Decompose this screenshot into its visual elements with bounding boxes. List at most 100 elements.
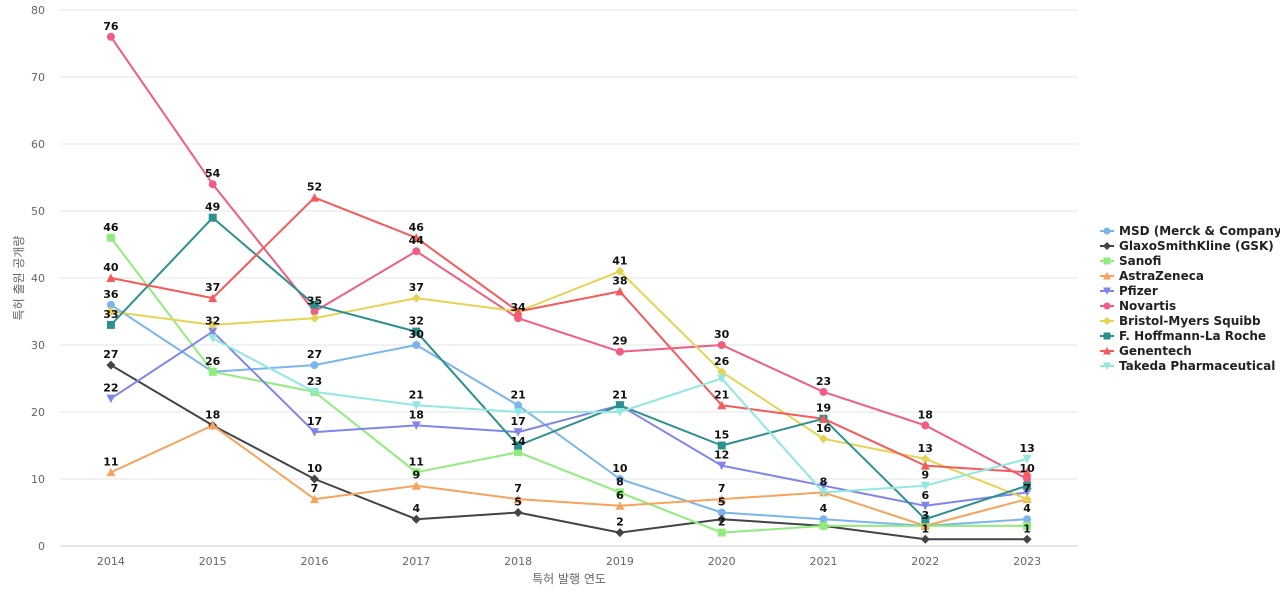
data-point (208, 293, 218, 303)
x-tick-label: 2021 (810, 555, 838, 568)
legend-item[interactable]: Sanofi (1100, 254, 1161, 268)
legend-marker (1103, 242, 1111, 250)
data-point (310, 387, 319, 397)
data-label: 17 (510, 415, 525, 428)
data-point (513, 508, 523, 517)
series-line-4 (110, 330, 1028, 507)
series-line-3 (110, 424, 1028, 527)
data-point (1023, 475, 1032, 483)
data-label: 10 (307, 462, 323, 475)
data-label: 8 (820, 475, 828, 488)
series-line-6 (110, 270, 1028, 501)
legend-marker (1103, 257, 1111, 265)
data-point (106, 394, 116, 404)
data-point (513, 307, 523, 316)
y-tick-label: 10 (31, 473, 45, 486)
data-label: 22 (103, 382, 118, 395)
data-label: 7 (1023, 482, 1031, 495)
legend-item[interactable]: Takeda Pharmaceutical (1100, 359, 1275, 373)
data-point (310, 300, 319, 309)
legend-label: AstraZeneca (1119, 269, 1204, 283)
data-point (412, 341, 421, 349)
legend-marker (1103, 287, 1111, 295)
legend-label: Genentech (1119, 344, 1192, 358)
legend-label: Takeda Pharmaceutical (1119, 359, 1275, 373)
data-point (208, 320, 218, 330)
legend-item[interactable]: Novartis (1100, 299, 1176, 313)
data-label: 35 (307, 295, 322, 308)
data-label: 11 (409, 455, 424, 468)
data-label: 38 (612, 274, 627, 287)
x-tick-label: 2023 (1013, 555, 1041, 568)
data-point (1022, 488, 1032, 497)
data-point (819, 434, 828, 444)
data-point (1022, 467, 1032, 477)
x-tick-label: 2017 (402, 555, 430, 568)
data-point (513, 408, 523, 417)
data-label: 34 (510, 301, 526, 314)
legend-item[interactable]: Genentech (1100, 344, 1192, 358)
data-label: 76 (103, 20, 119, 33)
data-point (1022, 454, 1032, 464)
data-label: 52 (307, 181, 322, 194)
series-markers (106, 32, 1032, 544)
data-point (717, 461, 727, 471)
data-point (106, 307, 116, 316)
data-label: 37 (205, 281, 220, 294)
legend-item[interactable]: F. Hoffmann-La Roche (1100, 329, 1266, 343)
data-label: 26 (714, 355, 730, 368)
legend-label: Novartis (1119, 299, 1176, 313)
legend-label: MSD (Merck & Company) (1119, 224, 1280, 238)
data-point (615, 266, 625, 276)
data-point (514, 401, 523, 410)
data-label: 7 (311, 482, 319, 495)
data-label: 21 (714, 388, 729, 401)
data-label: 30 (714, 328, 730, 341)
legend-item[interactable]: Bristol-Myers Squibb (1100, 314, 1261, 328)
legend-label: F. Hoffmann-La Roche (1119, 329, 1266, 343)
x-tick-label: 2016 (301, 555, 329, 568)
legend-label: Bristol-Myers Squibb (1119, 314, 1261, 328)
data-label: 18 (409, 408, 424, 421)
x-axis-title: 특허 발행 연도 (532, 571, 606, 586)
y-tick-label: 80 (31, 4, 45, 17)
data-label: 23 (307, 375, 322, 388)
y-axis-title: 특허 출원 공개량 (12, 236, 26, 321)
data-point (412, 327, 421, 336)
data-point (717, 341, 726, 349)
data-label: 19 (816, 402, 831, 415)
data-label: 32 (409, 315, 424, 328)
data-point (310, 313, 319, 323)
series-line-8 (110, 196, 1028, 474)
data-point (106, 360, 116, 370)
y-tick-label: 70 (31, 71, 45, 84)
data-label: 11 (103, 455, 118, 468)
data-point (819, 387, 828, 396)
data-point (1022, 534, 1032, 544)
data-point (920, 521, 930, 530)
data-point (411, 421, 421, 430)
data-label: 13 (918, 442, 933, 455)
data-label: 21 (612, 388, 627, 401)
data-label: 21 (510, 388, 525, 401)
data-point (310, 494, 319, 504)
x-tick-label: 2022 (911, 555, 939, 568)
data-point (921, 421, 930, 430)
data-point (1023, 521, 1032, 530)
legend-label: Sanofi (1119, 254, 1161, 268)
legend-item[interactable]: GlaxoSmithKline (GSK) (1100, 239, 1274, 253)
legend-item[interactable]: Pfizer (1100, 284, 1158, 298)
data-point (208, 327, 218, 337)
data-label: 10 (1019, 462, 1035, 475)
data-point (921, 515, 930, 524)
legend-marker (1103, 332, 1111, 340)
data-label: 32 (205, 315, 220, 328)
series-line-1 (110, 364, 1028, 541)
legend-item[interactable]: AstraZeneca (1100, 269, 1204, 283)
legend-item[interactable]: MSD (Merck & Company) (1100, 224, 1280, 238)
legend-label: GlaxoSmithKline (GSK) (1119, 239, 1274, 253)
data-label: 54 (205, 167, 221, 180)
data-label: 14 (510, 435, 526, 448)
data-point (920, 461, 930, 470)
